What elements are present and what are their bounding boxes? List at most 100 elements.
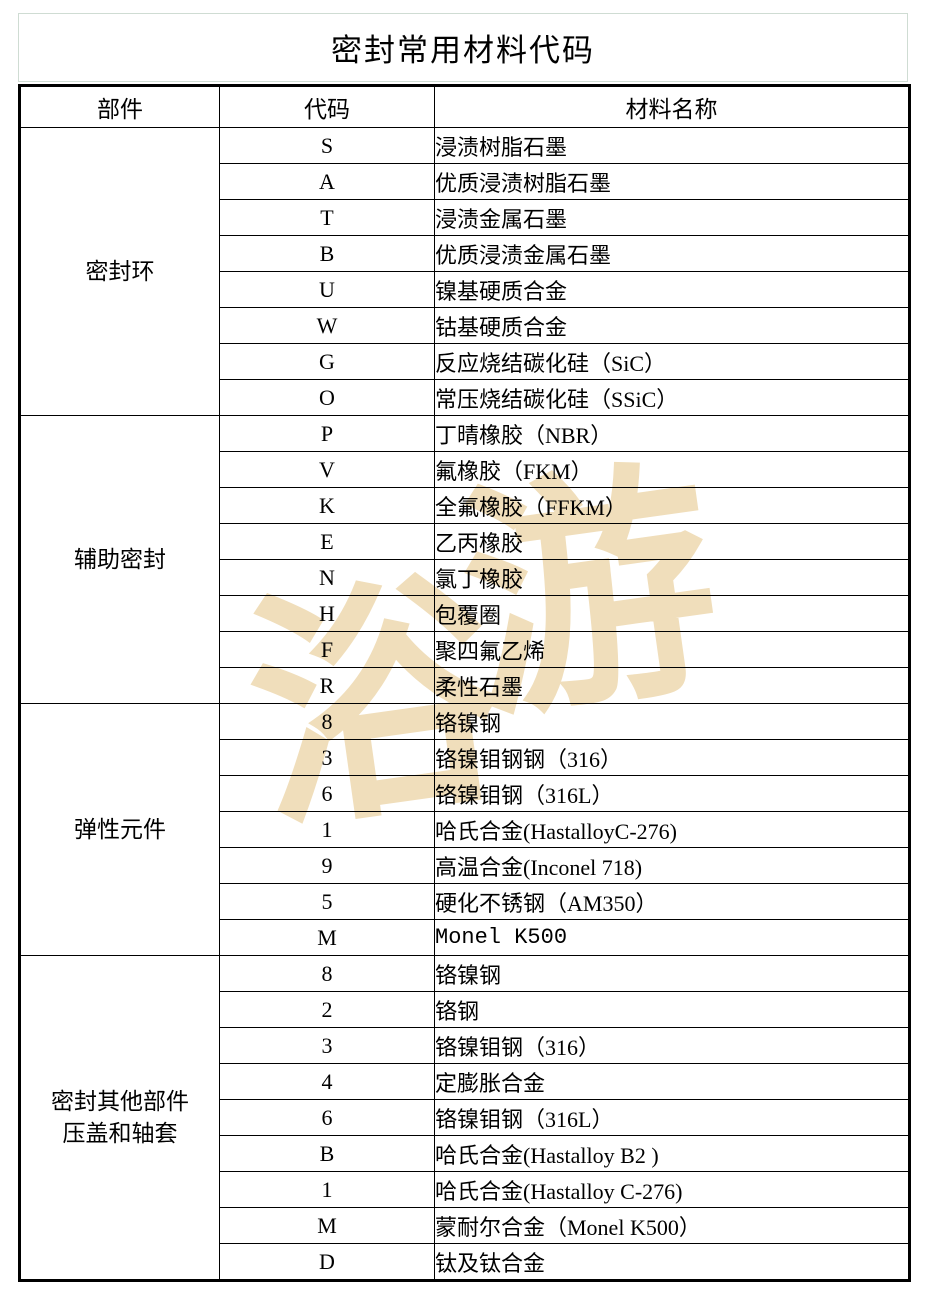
material-name-cell: 乙丙橡胶	[434, 523, 910, 560]
material-code-cell: 1	[219, 811, 435, 848]
material-code-cell: N	[219, 559, 435, 596]
material-name-cell: 反应烧结碳化硅（SiC）	[434, 343, 910, 380]
material-name-cell: 高温合金(Inconel 718)	[434, 847, 910, 884]
table-row: A 优质浸渍树脂石墨	[20, 163, 910, 200]
material-name-cell: 哈氏合金(HastalloyC-276)	[434, 811, 910, 848]
material-code-cell: O	[219, 379, 435, 416]
material-name-cell: 钛及钛合金	[434, 1243, 910, 1281]
column-header-name: 材料名称	[434, 85, 910, 128]
column-header-part: 部件	[19, 85, 220, 128]
material-code-cell: V	[219, 451, 435, 488]
material-name-cell: 常压烧结碳化硅（SSiC）	[434, 379, 910, 416]
material-code-cell: E	[219, 523, 435, 560]
material-name-cell: 铬钢	[434, 991, 910, 1028]
material-name-cell: 全氟橡胶（FFKM）	[434, 487, 910, 524]
material-code-cell: W	[219, 307, 435, 344]
material-name-cell: 氟橡胶（FKM）	[434, 451, 910, 488]
title-box: 密封常用材料代码	[18, 13, 908, 82]
material-code-cell: K	[219, 487, 435, 524]
table-row: G 反应烧结碳化硅（SiC）	[20, 343, 910, 380]
page-title: 密封常用材料代码	[331, 33, 595, 68]
material-code-cell: D	[219, 1243, 435, 1281]
material-code-cell: 8	[219, 955, 435, 992]
material-name-cell: 铬镍钼钢钢（316）	[434, 739, 910, 776]
material-code-cell: G	[219, 343, 435, 380]
table-row: B 哈氏合金(Hastalloy B2 )	[20, 1135, 910, 1172]
table-row: T 浸渍金属石墨	[20, 199, 910, 236]
table-row: 辅助密封 P 丁晴橡胶（NBR）	[19, 415, 910, 704]
material-name-cell: 铬镍钼钢（316L）	[434, 1099, 910, 1136]
material-name-cell: 聚四氟乙烯	[434, 631, 910, 668]
material-code-cell: R	[219, 667, 435, 704]
material-code-cell: 9	[219, 847, 435, 884]
material-name-cell: 蒙耐尔合金（Monel K500）	[434, 1207, 910, 1244]
material-code-cell: 3	[219, 1027, 435, 1064]
table-row: 1 哈氏合金(HastalloyC-276)	[20, 811, 910, 848]
material-name-cell: 包覆圈	[434, 595, 910, 632]
material-code-cell: 6	[219, 775, 435, 812]
material-name-cell: 硬化不锈钢（AM350）	[434, 883, 910, 920]
table-row: 6 铬镍钼钢（316L）	[20, 1099, 910, 1136]
table-row: F 聚四氟乙烯	[20, 631, 910, 668]
table-row: O 常压烧结碳化硅（SSiC）	[20, 379, 910, 416]
table-row: H 包覆圈	[20, 595, 910, 632]
material-code-cell: B	[219, 1135, 435, 1172]
material-code-cell: F	[219, 631, 435, 668]
material-code-cell: B	[219, 235, 435, 272]
table-row: M Monel K500	[20, 919, 910, 956]
material-name-cell: 铬镍钢	[434, 955, 910, 992]
column-header-code: 代码	[219, 85, 435, 128]
table-row: 5 硬化不锈钢（AM350）	[20, 883, 910, 920]
material-name-cell: 定膨胀合金	[434, 1063, 910, 1100]
material-name-cell: 氯丁橡胶	[434, 559, 910, 596]
table-row: B 优质浸渍金属石墨	[20, 235, 910, 272]
table-row: 密封环 S 浸渍树脂石墨	[19, 127, 910, 416]
table-row: K 全氟橡胶（FFKM）	[20, 487, 910, 524]
table-row: 密封其他部件 压盖和轴套 8 铬镍钢	[19, 955, 910, 1281]
material-code-cell: 4	[219, 1063, 435, 1100]
material-code-cell: 3	[219, 739, 435, 776]
material-name-cell: 镍基硬质合金	[434, 271, 910, 308]
material-code-cell: 8	[219, 703, 435, 740]
material-name-cell: 浸渍树脂石墨	[434, 127, 910, 164]
table-row: E 乙丙橡胶	[20, 523, 910, 560]
material-code-cell: M	[219, 919, 435, 956]
table-row: M 蒙耐尔合金（Monel K500）	[20, 1207, 910, 1244]
material-code-cell: M	[219, 1207, 435, 1244]
part-group-label: 密封环	[19, 127, 220, 416]
material-code-cell: 1	[219, 1171, 435, 1208]
material-code-cell: P	[219, 415, 435, 452]
material-code-cell: H	[219, 595, 435, 632]
material-name-cell: 哈氏合金(Hastalloy C-276)	[434, 1171, 910, 1208]
material-name-cell: 哈氏合金(Hastalloy B2 )	[434, 1135, 910, 1172]
material-code-cell: 2	[219, 991, 435, 1028]
material-code-cell: 5	[219, 883, 435, 920]
table-row: V 氟橡胶（FKM）	[20, 451, 910, 488]
part-group-label: 弹性元件	[19, 703, 220, 956]
material-name-cell: 柔性石墨	[434, 667, 910, 704]
table-row: 6 铬镍钼钢（316L）	[20, 775, 910, 812]
material-name-cell: 优质浸渍树脂石墨	[434, 163, 910, 200]
part-group-label: 辅助密封	[19, 415, 220, 704]
material-name-cell: 丁晴橡胶（NBR）	[434, 415, 910, 452]
part-group-label: 密封其他部件 压盖和轴套	[19, 955, 220, 1281]
material-code-cell: U	[219, 271, 435, 308]
material-name-cell: 铬镍钢	[434, 703, 910, 740]
material-name-cell: 钴基硬质合金	[434, 307, 910, 344]
material-code-cell: S	[219, 127, 435, 164]
material-code-cell: A	[219, 163, 435, 200]
table-header-row: 部件 代码 材料名称	[19, 85, 910, 128]
material-name-cell: 铬镍钼钢（316L）	[434, 775, 910, 812]
material-name-cell: 优质浸渍金属石墨	[434, 235, 910, 272]
table-row: D 钛及钛合金	[20, 1243, 910, 1281]
material-code-table: 部件 代码 材料名称 密封环 S 浸渍树脂石墨 A 优质浸渍树脂石墨 T 浸渍金属石墨 B 优质…	[18, 84, 911, 1282]
material-code-cell: 6	[219, 1099, 435, 1136]
material-code-cell: T	[219, 199, 435, 236]
material-name-cell: Monel K500	[434, 919, 910, 956]
material-name-cell: 浸渍金属石墨	[434, 199, 910, 236]
table-row: 9 高温合金(Inconel 718)	[20, 847, 910, 884]
table-row: R 柔性石墨	[20, 667, 910, 704]
table-row: 弹性元件 8 铬镍钢	[19, 703, 910, 956]
table-row: N 氯丁橡胶	[20, 559, 910, 596]
